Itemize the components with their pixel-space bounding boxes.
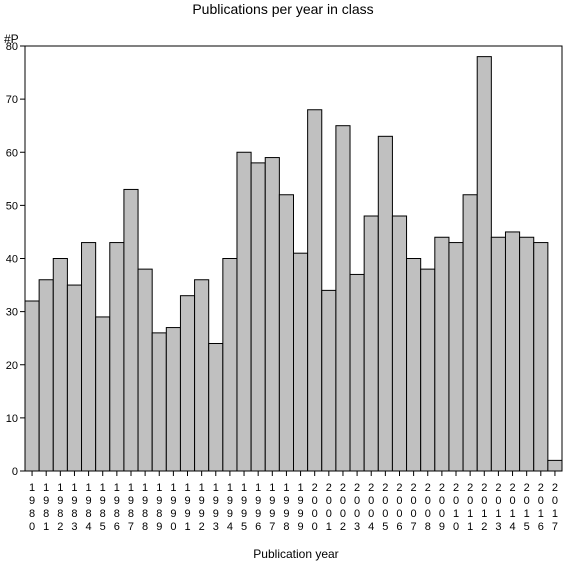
y-tick-label: 50	[6, 200, 18, 212]
bar-2010	[448, 242, 464, 472]
bar-1988	[137, 268, 153, 472]
bar-2000	[307, 109, 323, 472]
bar-2005	[377, 135, 393, 472]
bar-1992	[194, 279, 210, 472]
bar-1986	[109, 242, 125, 472]
bar-2008	[420, 268, 436, 472]
chart-title: Publications per year in class	[192, 1, 373, 17]
bar-1994	[222, 258, 238, 472]
plot-area: 0 10 20 30 40 50 60 70 80 1 9 8 0 1 9 8 1 1 9 8 2 1 9 8 3 1 9 8 4 1 9 8…	[6, 41, 563, 533]
x-axis-label: Publication year	[253, 547, 338, 561]
bar-2013	[490, 236, 506, 472]
bar-1989	[151, 332, 167, 472]
bar-1995	[236, 151, 252, 472]
bar-2003	[349, 273, 365, 472]
bar-2016	[533, 242, 549, 472]
bar-2014	[504, 231, 521, 472]
bar-1999	[293, 252, 309, 472]
bar-2002	[335, 125, 351, 472]
bar-2009	[434, 236, 450, 472]
bar-2004	[363, 215, 379, 472]
bar-1997	[264, 157, 280, 472]
y-tick-label: 0	[12, 466, 18, 478]
bar-1985	[95, 316, 111, 472]
y-tick-label: 60	[6, 147, 18, 159]
bar-2007	[406, 258, 422, 472]
bar-1998	[278, 194, 294, 472]
bar-1987	[123, 188, 139, 472]
bar-1980	[24, 300, 40, 472]
bar-1983	[66, 284, 83, 472]
y-tick-label: 20	[6, 360, 18, 372]
bar-1990	[165, 327, 181, 472]
y-tick-label: 70	[6, 94, 18, 106]
bar-1991	[179, 295, 196, 472]
bar-2017	[547, 459, 563, 472]
bar-1984	[81, 242, 97, 472]
y-tick-label: 30	[6, 307, 18, 319]
y-tick-label: 10	[6, 413, 18, 425]
y-axis-label: #P	[4, 32, 19, 46]
bar-2006	[391, 215, 408, 472]
bar-2012	[476, 56, 492, 472]
y-tick-label: 80	[6, 41, 18, 53]
bar-2011	[462, 194, 478, 472]
bar-2015	[519, 236, 535, 472]
y-tick-label: 40	[6, 254, 18, 266]
bar-1982	[52, 258, 68, 472]
bar-1981	[38, 279, 54, 472]
bar-2001	[321, 289, 337, 472]
bar-1996	[250, 162, 266, 472]
bar-1993	[208, 343, 224, 472]
